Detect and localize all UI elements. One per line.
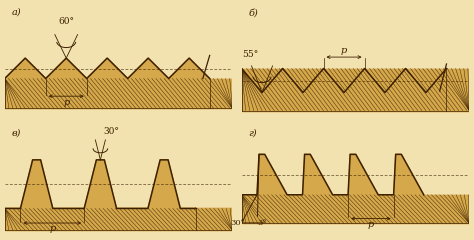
Polygon shape xyxy=(5,78,232,108)
Text: p: p xyxy=(341,46,347,55)
Text: 30°: 30° xyxy=(104,127,120,136)
Polygon shape xyxy=(5,58,210,108)
Polygon shape xyxy=(5,160,196,230)
Polygon shape xyxy=(5,209,232,230)
Text: г): г) xyxy=(248,128,257,137)
Text: p: p xyxy=(368,220,374,229)
Polygon shape xyxy=(242,195,469,223)
Polygon shape xyxy=(242,68,447,111)
Polygon shape xyxy=(5,209,232,230)
Polygon shape xyxy=(242,68,469,111)
Text: 55°: 55° xyxy=(243,50,259,59)
Text: б): б) xyxy=(248,8,258,18)
Polygon shape xyxy=(242,68,469,111)
Text: 30°: 30° xyxy=(230,219,245,227)
Text: p: p xyxy=(63,98,69,107)
Polygon shape xyxy=(242,154,424,223)
Text: 3°: 3° xyxy=(258,219,267,227)
Text: в): в) xyxy=(11,128,21,137)
Polygon shape xyxy=(242,195,469,223)
Text: p: p xyxy=(49,224,55,234)
Text: 60°: 60° xyxy=(58,17,74,26)
Text: а): а) xyxy=(11,8,21,17)
Polygon shape xyxy=(5,78,232,108)
